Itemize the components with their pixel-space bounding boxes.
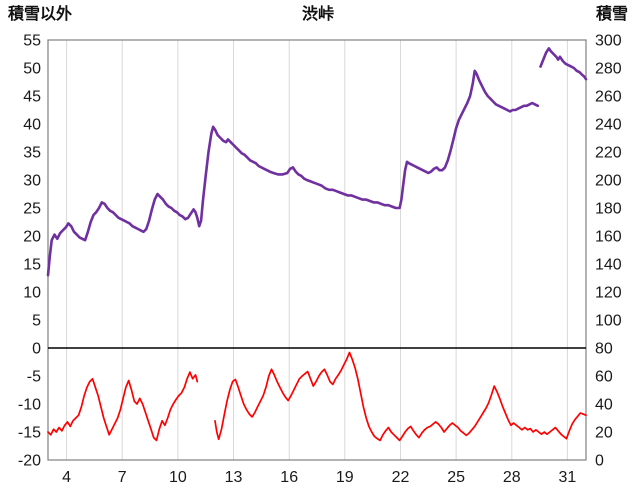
- series-line-snow-depth: [46, 69, 540, 277]
- x-tick-label: 28: [503, 469, 521, 486]
- right-tick-label: 160: [595, 229, 622, 246]
- right-tick-label: 200: [595, 173, 622, 190]
- right-tick-label: 80: [595, 341, 613, 358]
- x-tick-label: 13: [225, 469, 243, 486]
- left-tick-label: 30: [23, 173, 41, 190]
- left-tick-label: 0: [32, 341, 41, 358]
- left-tick-label: -10: [18, 397, 41, 414]
- left-tick-label: 40: [23, 117, 41, 134]
- right-tick-label: 220: [595, 145, 622, 162]
- left-tick-label: 35: [23, 145, 41, 162]
- left-tick-label: 5: [32, 313, 41, 330]
- x-tick-label: 19: [336, 469, 354, 486]
- x-tick-label: 7: [118, 469, 127, 486]
- x-tick-label: 22: [392, 469, 410, 486]
- x-tick-label: 31: [559, 469, 577, 486]
- right-tick-label: 20: [595, 425, 613, 442]
- right-tick-label: 60: [595, 369, 613, 386]
- plot-border: [47, 39, 587, 461]
- right-tick-label: 120: [595, 285, 622, 302]
- x-tick-label: 25: [447, 469, 465, 486]
- left-tick-label: 45: [23, 89, 41, 106]
- chart-title: 渋峠: [301, 6, 334, 23]
- series-line-non-snow: [214, 351, 587, 442]
- right-tick-label: 140: [595, 257, 622, 274]
- right-tick-label: 0: [595, 453, 604, 470]
- left-axis-title: 積雪以外: [8, 6, 73, 23]
- left-tick-label: 50: [23, 61, 41, 78]
- left-tick-label: 15: [23, 257, 41, 274]
- right-tick-label: 280: [595, 61, 622, 78]
- left-tick-label: -5: [27, 369, 41, 386]
- x-tick-label: 4: [62, 469, 71, 486]
- left-tick-label: 10: [23, 285, 41, 302]
- left-tick-label: 25: [23, 201, 41, 218]
- right-tick-label: 180: [595, 201, 622, 218]
- series-line-non-snow: [47, 371, 199, 442]
- right-tick-label: 240: [595, 117, 622, 134]
- left-tick-label: 20: [23, 229, 41, 246]
- left-tick-label: -20: [18, 453, 41, 470]
- left-tick-label: 55: [23, 33, 41, 50]
- right-axis-title: 積雪: [595, 6, 628, 23]
- series-line-snow-depth: [539, 47, 588, 81]
- x-tick-label: 16: [280, 469, 298, 486]
- right-tick-label: 100: [595, 313, 622, 330]
- x-tick-label: 10: [169, 469, 187, 486]
- right-tick-label: 40: [595, 397, 613, 414]
- right-tick-label: 300: [595, 33, 622, 50]
- left-tick-label: -15: [18, 425, 41, 442]
- right-tick-label: 260: [595, 89, 622, 106]
